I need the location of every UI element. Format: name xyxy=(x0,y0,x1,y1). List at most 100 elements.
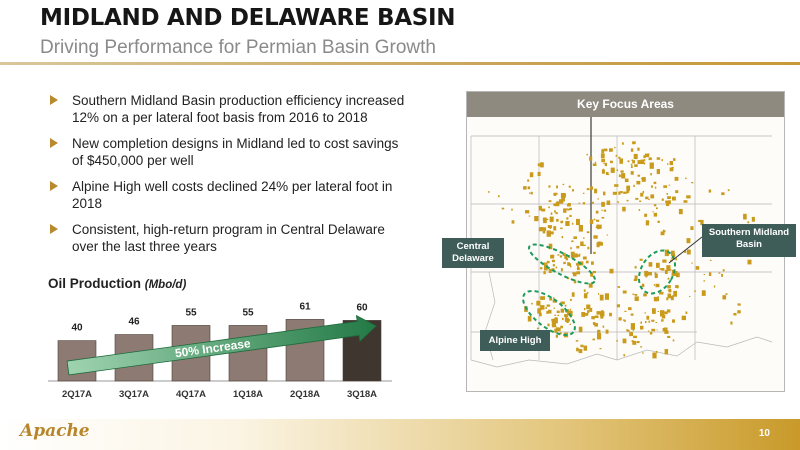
chart-tick-label: 4Q17A xyxy=(176,389,206,400)
acreage-parcel xyxy=(586,153,588,156)
acreage-parcel xyxy=(576,267,580,271)
acreage-parcel xyxy=(566,203,571,207)
acreage-parcel xyxy=(646,221,650,223)
acreage-parcel xyxy=(596,311,601,315)
acreage-parcel xyxy=(548,185,551,188)
acreage-parcel xyxy=(661,268,665,271)
acreage-parcel xyxy=(589,156,593,161)
acreage-parcel xyxy=(665,201,670,206)
acreage-parcel xyxy=(690,226,694,230)
map-canvas xyxy=(470,117,773,368)
alpine-high-ellipse xyxy=(522,289,576,337)
acreage-parcel xyxy=(560,301,565,305)
acreage-parcel xyxy=(588,283,593,288)
acreage-parcel xyxy=(586,231,590,234)
acreage-parcel xyxy=(575,263,580,266)
acreage-parcel xyxy=(583,256,587,260)
acreage-parcel xyxy=(655,297,660,302)
acreage-parcel xyxy=(670,250,675,256)
acreage-parcel xyxy=(604,293,609,300)
acreage-parcel xyxy=(591,316,595,320)
acreage-parcel xyxy=(624,178,629,183)
acreage-parcel xyxy=(540,297,543,300)
acreage-parcel xyxy=(571,240,574,243)
acreage-parcel xyxy=(569,308,571,311)
acreage-parcel xyxy=(630,148,634,152)
acreage-parcel xyxy=(656,329,658,331)
acreage-parcel xyxy=(583,345,588,351)
acreage-parcel xyxy=(603,148,608,152)
acreage-parcel xyxy=(722,269,725,272)
acreage-parcel xyxy=(539,296,542,298)
chart-bar xyxy=(228,325,268,382)
acreage-parcel xyxy=(564,304,567,307)
acreage-parcel xyxy=(559,332,562,335)
acreage-parcel xyxy=(543,217,547,224)
acreage-parcel xyxy=(681,315,686,321)
acreage-parcel xyxy=(565,316,568,319)
acreage-parcel xyxy=(624,310,627,312)
acreage-parcel xyxy=(610,160,613,164)
acreage-parcel xyxy=(587,246,590,250)
acreage-parcel xyxy=(596,219,600,222)
chart-unit: (Mbo/d) xyxy=(144,279,187,291)
acreage-parcel xyxy=(653,284,655,286)
bullet-text: Alpine High well costs declined 24% per … xyxy=(72,179,393,211)
acreage-parcel xyxy=(649,331,653,335)
acreage-parcel xyxy=(664,249,669,257)
acreage-parcel xyxy=(618,191,621,195)
acreage-parcel xyxy=(623,354,626,357)
acreage-parcel xyxy=(566,217,569,220)
acreage-parcel xyxy=(667,285,671,289)
acreage-parcel xyxy=(561,236,564,239)
acreage-parcel xyxy=(633,153,638,159)
acreage-parcel xyxy=(683,200,688,203)
acreage-parcel xyxy=(593,251,596,254)
acreage-parcel xyxy=(616,304,620,308)
acreage-parcel xyxy=(708,272,712,276)
acreage-parcel xyxy=(537,308,541,314)
bullet-arrow-icon xyxy=(50,95,58,105)
acreage-parcel xyxy=(747,259,752,265)
acreage-parcel xyxy=(594,188,598,194)
acreage-parcel xyxy=(542,230,546,234)
acreage-parcel xyxy=(543,271,546,275)
acreage-parcel xyxy=(601,169,605,174)
acreage-parcel xyxy=(556,185,558,189)
acreage-parcel xyxy=(587,310,590,314)
chart-data-label: 55 xyxy=(185,307,197,318)
acreage-parcel xyxy=(614,184,619,187)
acreage-parcel xyxy=(648,157,652,161)
acreage-parcel xyxy=(659,268,661,270)
acreage-parcel xyxy=(511,208,513,211)
acreage-parcel xyxy=(649,162,654,169)
acreage-parcel xyxy=(551,254,555,258)
acreage-parcel xyxy=(539,308,542,311)
acreage-parcel xyxy=(645,275,648,278)
acreage-parcel xyxy=(725,293,728,295)
acreage-parcel xyxy=(675,258,677,261)
acreage-parcel xyxy=(583,244,586,246)
acreage-parcel xyxy=(593,218,596,221)
acreage-parcel xyxy=(631,159,634,161)
acreage-parcel xyxy=(666,309,671,313)
acreage-parcel xyxy=(617,201,619,203)
acreage-parcel xyxy=(573,272,576,275)
acreage-parcel xyxy=(641,177,646,182)
acreage-parcel xyxy=(562,183,565,186)
acreage-parcel xyxy=(570,298,572,301)
acreage-parcel xyxy=(751,216,755,222)
acreage-parcel xyxy=(554,314,557,316)
footer-bar xyxy=(0,419,800,450)
acreage-parcel xyxy=(630,165,633,168)
acreage-parcel xyxy=(616,169,618,171)
southern-midland-ellipse xyxy=(637,249,677,295)
acreage-parcel xyxy=(596,224,599,229)
acreage-parcel xyxy=(653,204,657,207)
acreage-parcel xyxy=(640,346,643,348)
acreage-parcel xyxy=(643,155,646,159)
acreage-parcel xyxy=(560,227,563,230)
acreage-parcel xyxy=(666,265,671,271)
acreage-parcel xyxy=(614,146,616,149)
acreage-parcel xyxy=(579,253,581,255)
